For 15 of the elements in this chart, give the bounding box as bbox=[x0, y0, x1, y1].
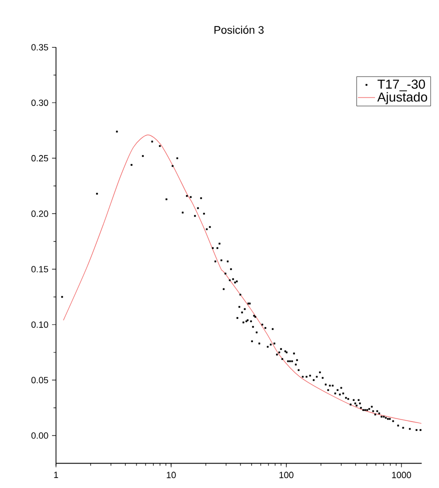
legend-label: Ajustado bbox=[377, 92, 428, 104]
chart-title: Posición 3 bbox=[214, 26, 264, 34]
y-tick-label: 0.05 bbox=[31, 376, 48, 384]
legend-label: T17_-30 bbox=[378, 80, 425, 92]
y-tick-label: 0.10 bbox=[31, 321, 48, 328]
y-tick-label: 0.30 bbox=[31, 100, 48, 106]
x-tick-label: 1000 bbox=[392, 472, 412, 478]
y-tick-label: 0.25 bbox=[31, 155, 48, 162]
x-tick-label: 100 bbox=[280, 472, 294, 478]
x-tick-label: 1 bbox=[54, 472, 58, 478]
y-tick-label: 0.00 bbox=[31, 432, 48, 439]
y-tick-label: 0.20 bbox=[31, 210, 48, 217]
x-tick-label: 10 bbox=[166, 472, 176, 478]
y-tick-label: 0.35 bbox=[31, 44, 48, 50]
y-tick-label: 0.15 bbox=[31, 266, 48, 272]
